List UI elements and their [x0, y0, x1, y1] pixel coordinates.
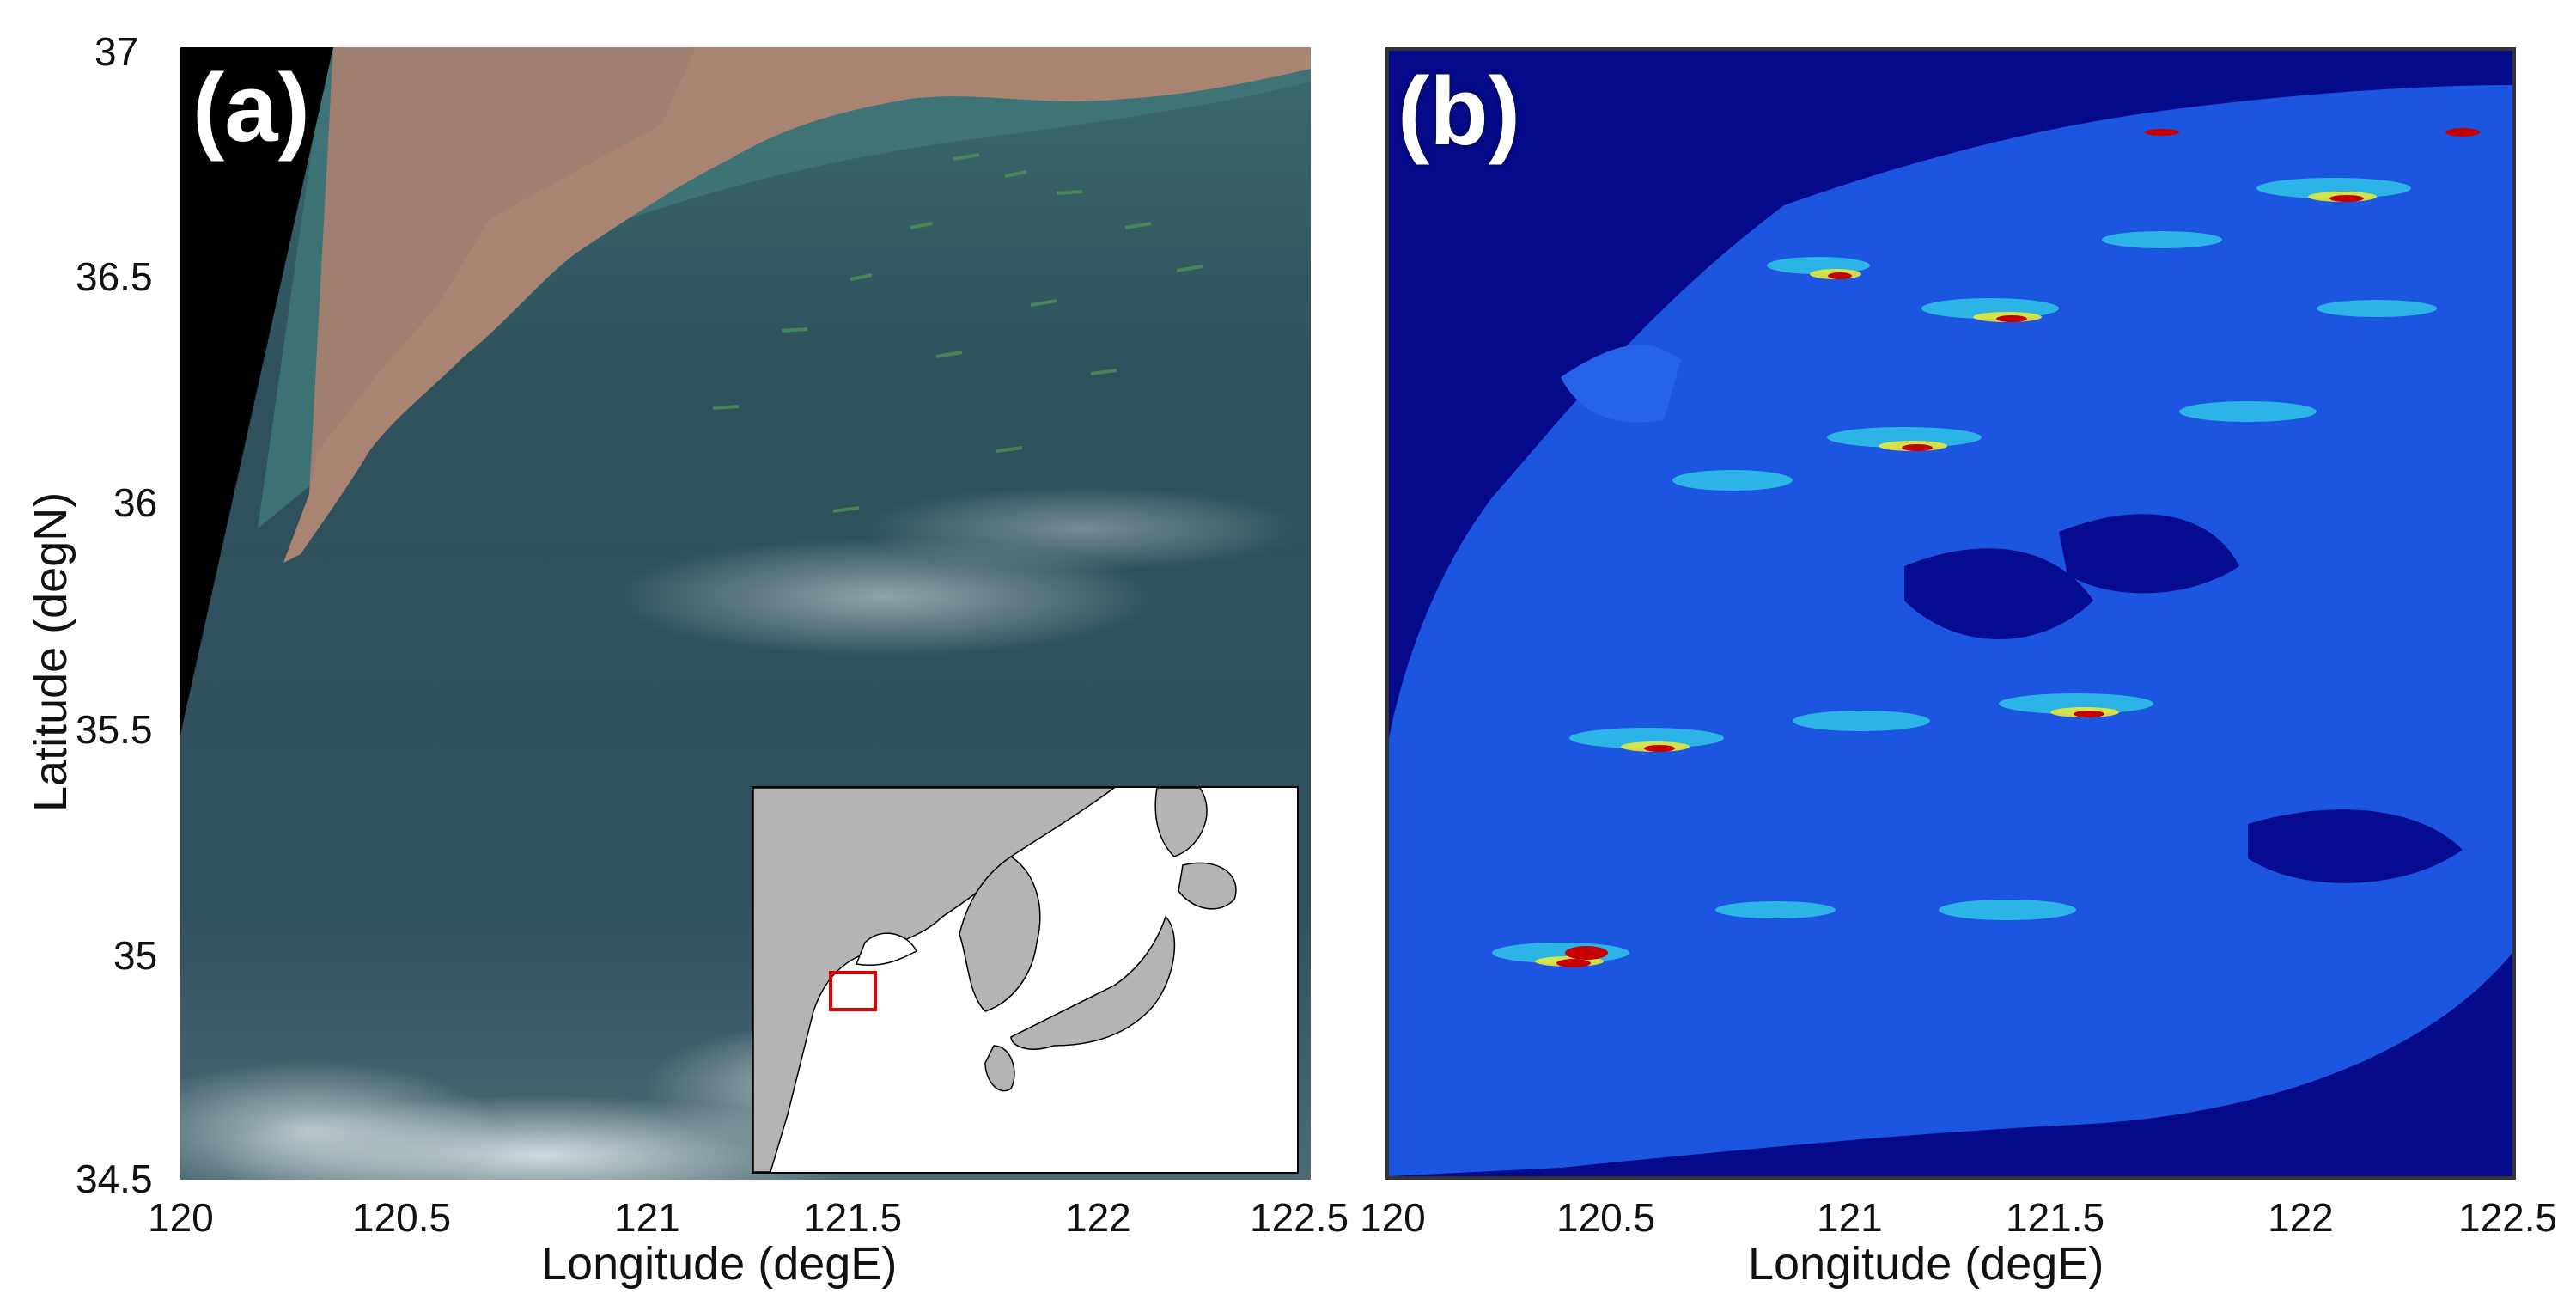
- y-tick-label: 35: [113, 933, 158, 978]
- panel-a-label: (a): [192, 54, 310, 162]
- land-urban: [309, 47, 696, 494]
- mainland-asia: [753, 788, 1116, 1172]
- x-tick-label: 120: [148, 1195, 214, 1240]
- y-axis-title: Latitude (degN): [25, 491, 76, 812]
- study-area-box: [829, 971, 877, 1011]
- dark-gap: [2248, 809, 2463, 883]
- korean-peninsula: [959, 856, 1041, 1012]
- honshu: [1010, 915, 1176, 1050]
- dark-gap: [1904, 548, 2093, 639]
- x-tick-label: 122.5: [1250, 1195, 1349, 1240]
- x-tick-label: 121.5: [803, 1195, 903, 1240]
- algae-streaks: [712, 153, 1203, 513]
- water-patch: [1561, 345, 1681, 423]
- hokkaido: [1178, 862, 1237, 910]
- y-tick-label: 37: [94, 29, 139, 74]
- dark-gap: [2059, 514, 2239, 594]
- y-tick-label: 36: [113, 480, 158, 525]
- x-tick-label: 120.5: [352, 1195, 452, 1240]
- sakhalin: [1154, 788, 1208, 857]
- cloud-band: [859, 485, 1306, 571]
- true-color-image: (a): [180, 47, 1311, 1180]
- y-tick-label: 36.5: [76, 254, 153, 299]
- kyushu: [984, 1045, 1015, 1092]
- no-data-wedge: [180, 47, 333, 735]
- y-tick-label: 34.5: [76, 1156, 153, 1201]
- x-tick-label: 121: [614, 1195, 680, 1240]
- x-tick-label: 122: [1065, 1195, 1131, 1240]
- cyan-features: [1492, 178, 2437, 963]
- red-hotspots: [1556, 128, 2480, 967]
- x-tick-label: 120: [1360, 1195, 1426, 1240]
- x-tick-label: 122.5: [2458, 1195, 2558, 1240]
- x-axis-title: Longitude (degE): [1748, 1238, 2104, 1290]
- inset-svg: [753, 788, 1237, 1172]
- classification-svg: [1389, 51, 2512, 1176]
- x-tick-label: 121: [1817, 1195, 1883, 1240]
- cloud-bottom: [180, 1061, 498, 1180]
- x-tick-label: 122: [2268, 1195, 2334, 1240]
- inset-map: [752, 786, 1299, 1174]
- x-tick-label: 121.5: [2006, 1195, 2105, 1240]
- panel-b-label: (b): [1398, 58, 1521, 165]
- classification-map: (b): [1385, 47, 2516, 1180]
- x-tick-label: 120.5: [1556, 1195, 1656, 1240]
- y-tick-label: 35.5: [76, 707, 153, 752]
- bohai-sea: [855, 932, 918, 967]
- x-axis-title: Longitude (degE): [541, 1238, 898, 1290]
